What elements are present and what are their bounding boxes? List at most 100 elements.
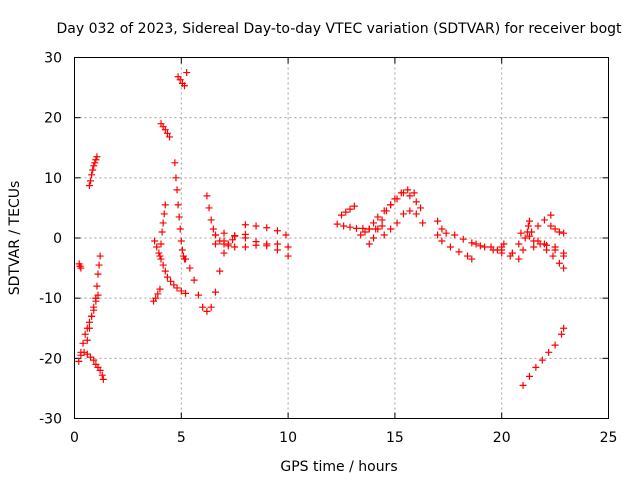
- data-point: [75, 357, 83, 365]
- series-h: [151, 237, 190, 297]
- data-point: [93, 282, 101, 290]
- data-point: [174, 201, 182, 209]
- data-point: [540, 216, 548, 224]
- chart-title: Day 032 of 2023, Sidereal Day-to-day VTE…: [56, 21, 622, 37]
- data-point: [207, 303, 215, 311]
- data-point: [87, 177, 95, 185]
- data-point: [152, 294, 160, 302]
- data-point: [177, 237, 185, 245]
- data-point: [547, 211, 555, 219]
- data-point: [93, 153, 101, 161]
- series-e: [92, 252, 104, 302]
- data-point: [85, 182, 93, 190]
- data-point: [96, 366, 104, 374]
- x-tick-label: 0: [70, 430, 79, 446]
- series-g: [150, 285, 164, 305]
- data-point: [393, 219, 401, 227]
- data-point: [211, 288, 219, 296]
- data-point: [391, 195, 399, 203]
- x-tick-label: 20: [493, 430, 511, 446]
- data-point: [380, 231, 388, 239]
- data-points: [75, 69, 568, 389]
- data-point: [551, 225, 559, 233]
- data-point: [161, 201, 169, 209]
- data-point: [182, 289, 190, 297]
- data-point: [342, 208, 350, 216]
- series-p: [211, 230, 249, 248]
- data-point: [85, 324, 93, 332]
- x-axis-label: GPS time / hours: [280, 459, 397, 475]
- data-point: [153, 243, 161, 251]
- data-point: [464, 252, 472, 260]
- data-point: [171, 159, 179, 167]
- data-point: [203, 192, 211, 200]
- data-point: [95, 261, 103, 269]
- data-point: [374, 225, 382, 233]
- data-point: [472, 240, 480, 248]
- data-point: [530, 243, 538, 251]
- series-l: [174, 69, 191, 90]
- data-point: [558, 330, 566, 338]
- grid-lines: [74, 57, 609, 419]
- series-u: [365, 186, 425, 248]
- data-point: [519, 246, 527, 254]
- data-point: [176, 76, 184, 84]
- data-point: [94, 270, 102, 278]
- data-point: [555, 259, 563, 267]
- y-tick-label: 0: [53, 231, 62, 247]
- x-tick-label: 10: [279, 430, 297, 446]
- data-point: [387, 225, 395, 233]
- data-point: [551, 246, 559, 254]
- data-point: [434, 231, 442, 239]
- data-point: [173, 284, 181, 292]
- data-point: [493, 246, 501, 254]
- data-point: [519, 381, 527, 389]
- data-point: [536, 240, 544, 248]
- x-tick-label: 15: [386, 430, 404, 446]
- data-point: [468, 239, 476, 247]
- data-point: [186, 264, 194, 272]
- series-v: [380, 207, 427, 239]
- data-point: [387, 201, 395, 209]
- data-point: [154, 290, 162, 298]
- series-ae: [519, 324, 568, 389]
- data-point: [560, 252, 568, 260]
- data-point: [361, 228, 369, 236]
- data-point: [459, 235, 467, 243]
- data-point: [170, 281, 178, 289]
- data-point: [182, 255, 190, 263]
- data-point: [397, 189, 405, 197]
- data-point: [517, 229, 525, 237]
- data-point: [273, 240, 281, 248]
- data-point: [167, 277, 175, 285]
- data-point: [438, 225, 446, 233]
- data-point: [252, 222, 260, 230]
- data-point: [523, 228, 531, 236]
- data-point: [534, 222, 542, 230]
- data-point: [159, 219, 167, 227]
- data-point: [90, 303, 98, 311]
- data-point: [157, 255, 165, 263]
- data-point: [87, 353, 95, 361]
- data-point: [419, 219, 427, 227]
- data-point: [455, 248, 463, 256]
- data-point: [229, 236, 237, 244]
- data-point: [203, 307, 211, 315]
- data-point: [151, 237, 159, 245]
- series-w: [434, 217, 484, 250]
- series-af: [523, 217, 533, 236]
- data-point: [359, 224, 367, 232]
- y-tick-labels: -30 -20 -10 0 10 20 30: [39, 51, 62, 428]
- data-point: [374, 213, 382, 221]
- data-point: [98, 371, 106, 379]
- data-point: [163, 129, 171, 137]
- data-point: [220, 229, 228, 237]
- data-point: [173, 186, 181, 194]
- data-point: [220, 237, 228, 245]
- data-point: [446, 243, 454, 251]
- data-point: [157, 240, 165, 248]
- data-point: [220, 249, 228, 257]
- data-point: [156, 285, 164, 293]
- series-k: [171, 159, 189, 263]
- data-point: [338, 211, 345, 219]
